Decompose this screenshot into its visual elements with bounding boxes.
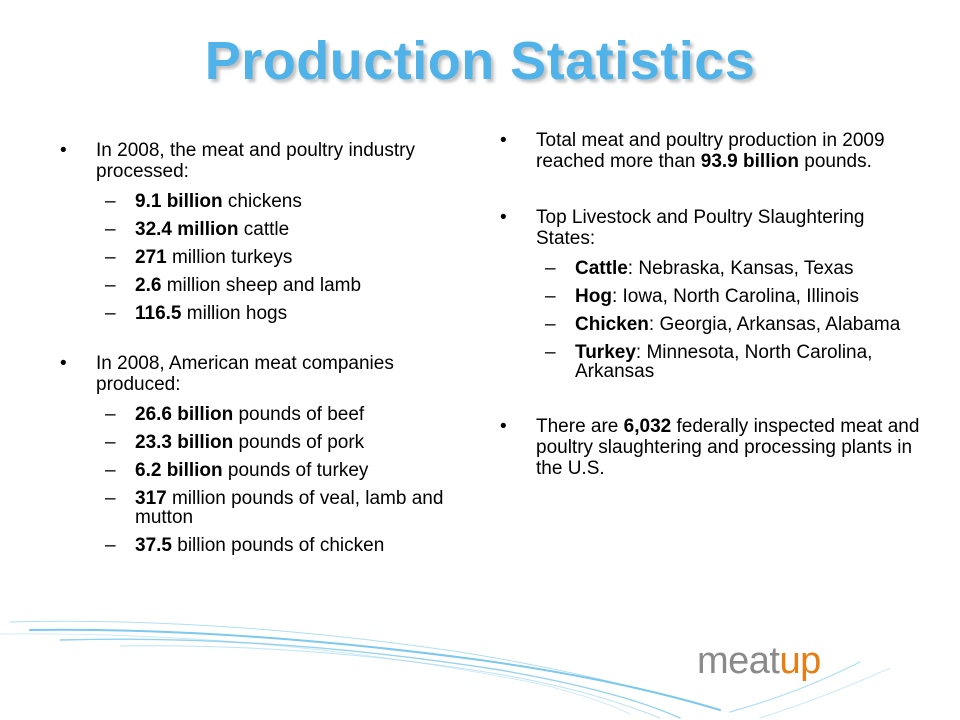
left-column: • In 2008, the meat and poultry industry… — [60, 140, 480, 555]
bullet-text: Top Livestock and Poultry Slaughtering S… — [536, 207, 865, 249]
list-item: –6.2 billion pounds of turkey — [105, 460, 369, 481]
list-item: –317 million pounds of veal, lamb and mu… — [105, 488, 444, 528]
bullet-total-production: • Total meat and poultry production in 2… — [500, 130, 885, 172]
bullet-dot: • — [500, 416, 507, 437]
bullet-processed: • In 2008, the meat and poultry industry… — [60, 140, 480, 182]
bullet-dot: • — [500, 130, 507, 151]
list-item: –2.6 million sheep and lamb — [105, 275, 362, 296]
list-item: –271 million turkeys — [105, 247, 293, 268]
meatup-logo: meatup — [697, 640, 821, 682]
list-item: –26.6 billion pounds of beef — [105, 404, 365, 425]
right-column: • Total meat and poultry production in 2… — [500, 130, 920, 479]
bullet-dot: • — [60, 353, 67, 374]
swoosh-decoration — [0, 620, 891, 719]
list-item: – Hog: Iowa, North Carolina, Illinois — [545, 286, 860, 307]
bullet-text: In 2008, the meat and poultry industry p… — [96, 140, 415, 182]
bullet-top-states: • Top Livestock and Poultry Slaughtering… — [500, 207, 920, 249]
page-title: Production Statistics — [204, 31, 756, 91]
list-item: –32.4 million cattle — [105, 219, 290, 240]
bullet-produced: • In 2008, American meat companies produ… — [60, 353, 480, 395]
list-item: – Cattle: Nebraska, Kansas, Texas — [545, 258, 854, 279]
list-item: –9.1 billion chickens — [105, 191, 302, 212]
list-item: – Turkey: Minnesota, North Carolina, Arka… — [545, 342, 873, 382]
bullet-dot: • — [500, 207, 507, 228]
bullet-dot: • — [60, 140, 67, 161]
bullet-text: In 2008, American meat companies produce… — [96, 353, 394, 395]
list-item: –37.5 billion pounds of chicken — [105, 535, 385, 556]
bullet-federal-plants: • There are 6,032 federally inspected me… — [500, 416, 920, 479]
list-item: –23.3 billion pounds of pork — [105, 432, 365, 453]
list-item: –116.5 million hogs — [105, 303, 288, 324]
list-item: – Chicken: Georgia, Arkansas, Alabama — [545, 314, 901, 335]
